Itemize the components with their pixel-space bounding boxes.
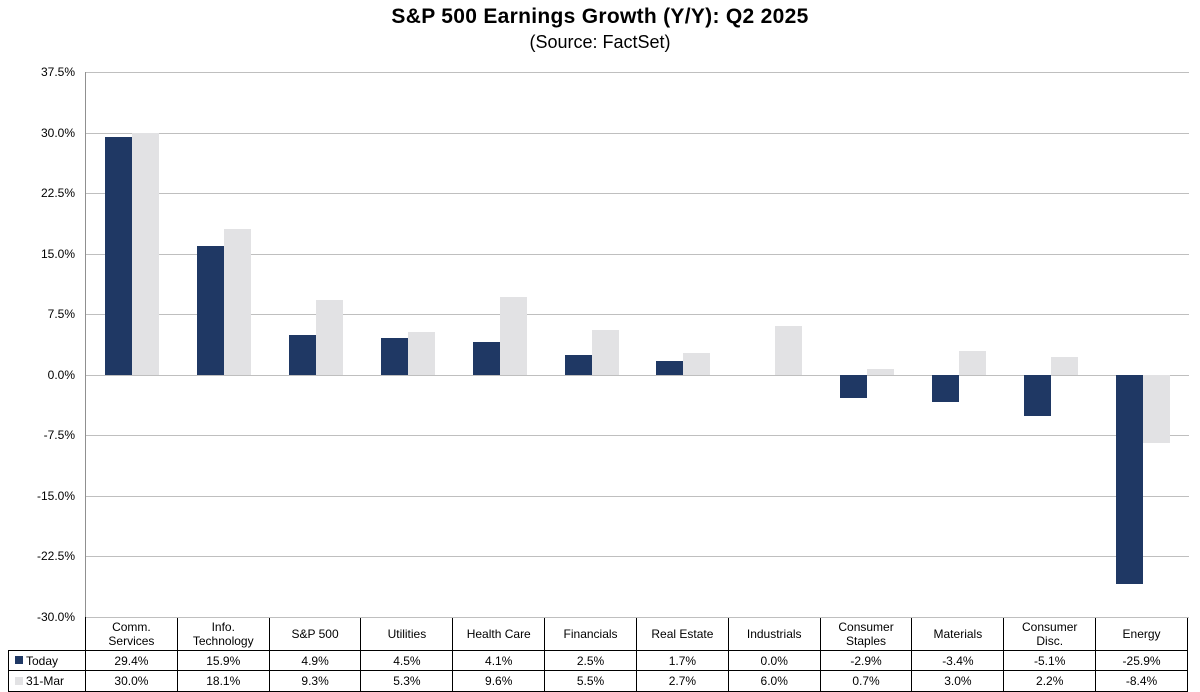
bar-today [564,354,592,375]
chart-subtitle: (Source: FactSet) [529,32,671,52]
y-axis-tick-label: 7.5% [47,307,75,322]
value-cell: 6.0% [727,670,821,692]
bar-today [1116,374,1144,584]
legend-key-icon [15,676,23,685]
value-cell: 3.0% [911,670,1005,692]
category-header: Comm. Services [85,617,178,651]
bar-today [840,374,868,399]
gridline [86,193,1189,195]
bar-today [288,335,316,375]
bar-31-mar [775,326,803,375]
legend-series-name: 31-Mar [26,674,65,688]
chart-title: S&P 500 Earnings Growth (Y/Y): Q2 2025 [391,5,809,28]
legend-key-icon [15,656,23,665]
value-cell: 0.0% [727,650,821,671]
table-row: Today 29.4% 15.9% 4.9% 4.5% 4.1% 2.5% 1.7% 0.0% -… [8,650,1188,671]
table-corner-blank [9,618,86,651]
bar-today [656,361,684,375]
y-axis-tick-label: 15.0% [40,246,75,261]
y-axis-tick-label: 37.5% [40,65,75,79]
category-header: Info. Technology [176,617,270,651]
bar-31-mar [407,331,435,375]
bar-31-mar [591,330,619,375]
category-header: Health Care [452,617,546,651]
bar-31-mar [867,369,895,375]
y-axis-tick-label: -7.5% [43,428,75,443]
category-header: Consumer Staples [819,617,913,651]
bar-31-mar [499,297,527,375]
legend-series-name: Today [26,653,59,668]
gridline [86,617,1189,618]
value-cell: 0.7% [819,670,913,692]
category-header: Financials [544,617,637,651]
value-cell: 2.5% [544,650,637,671]
gridline [86,495,1189,497]
value-cell: 18.1% [176,670,270,692]
value-cell: 29.4% [85,650,178,671]
bar-31-mar [959,350,987,375]
value-cell: 4.9% [268,650,362,671]
data-table: Comm. Services Info. Technology S&P 500 Uti… [8,617,1188,692]
category-header: Materials [911,617,1005,651]
category-header: Energy [1095,617,1188,651]
bar-31-mar [131,132,159,375]
bar-31-mar [315,299,343,375]
value-cell: 1.7% [635,650,729,671]
value-cell: 4.1% [452,650,546,671]
bar-today [196,246,224,375]
bar-today [104,137,132,375]
value-cell: 2.2% [1003,670,1097,692]
value-cell: -2.9% [819,650,913,671]
value-cell: 2.7% [635,670,729,692]
gridline [86,72,1189,73]
value-cell: -8.4% [1095,670,1188,692]
y-axis-tick-label: -22.5% [36,549,75,564]
gridline [86,435,1189,437]
y-axis-tick-label: 0.0% [47,367,75,382]
table-row: 31-Mar 30.0% 18.1% 9.3% 5.3% 9.6% 5.5% 2.7% 6.0%… [8,670,1188,692]
value-cell: 9.3% [268,670,362,692]
bar-31-mar [223,228,251,375]
value-cell: 5.3% [360,670,454,692]
y-axis-tick-label: -15.0% [36,488,75,503]
y-axis-tick-label: -30.0% [36,610,75,624]
gridline [86,374,1189,376]
value-cell: 4.5% [360,650,454,671]
gridline [86,132,1189,134]
value-cell: 5.5% [544,670,637,692]
category-header: Utilities [360,617,454,651]
value-cell: 30.0% [85,670,178,692]
legend-cell-today: Today [8,650,86,671]
y-axis-tick-label: 30.0% [40,125,75,140]
value-cell: 15.9% [176,650,270,671]
value-cell: -25.9% [1095,650,1188,671]
value-cell: 9.6% [452,670,546,692]
bar-31-mar [683,352,711,375]
category-header: S&P 500 [268,617,362,651]
bar-today [932,374,960,403]
legend-cell-31-mar: 31-Mar [8,670,86,692]
bar-today [380,338,408,375]
bar-today [1024,374,1052,416]
bar-31-mar [1143,374,1171,443]
plot-area [85,72,1189,618]
bar-today [472,341,500,375]
gridline [86,253,1189,255]
gridline [86,556,1189,558]
gridline [86,314,1189,316]
bar-31-mar [1051,357,1079,375]
value-cell: -5.1% [1003,650,1097,671]
category-header: Consumer Disc. [1003,617,1097,651]
y-axis-tick-label: 22.5% [40,186,75,201]
category-header: Industrials [727,617,821,651]
category-header: Real Estate [635,617,729,651]
value-cell: -3.4% [911,650,1005,671]
